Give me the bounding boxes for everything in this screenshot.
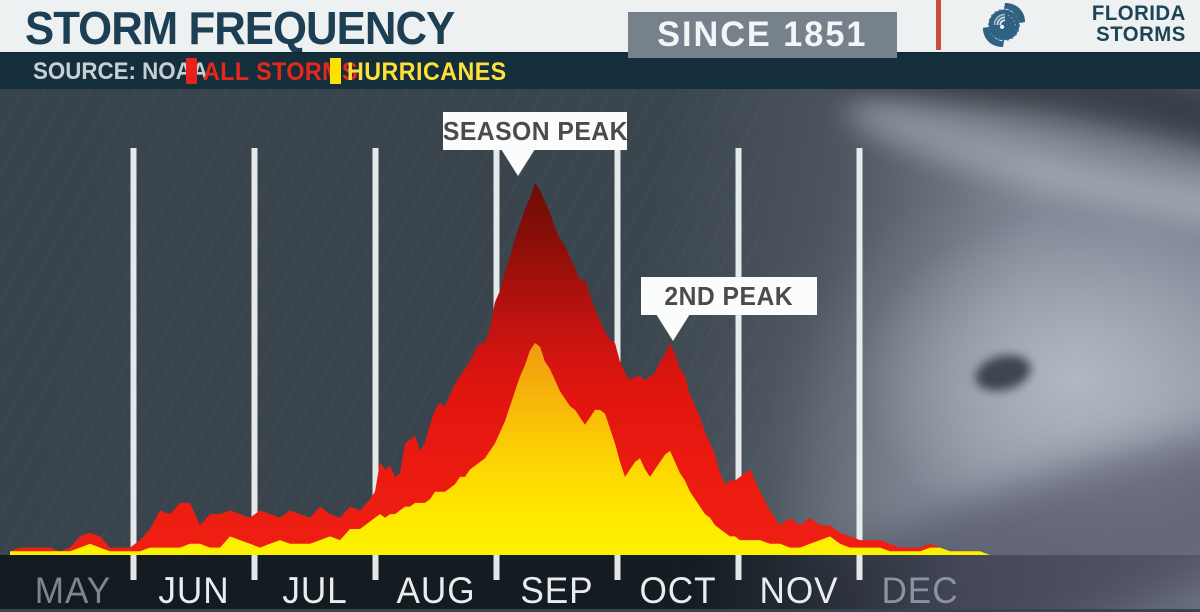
second-peak-label: 2ND PEAK xyxy=(664,280,794,311)
season-peak-callout: SEASON PEAK xyxy=(442,112,628,176)
florida-storms-logo: FLORIDA STORMS xyxy=(941,0,1200,50)
page-title: STORM FREQUENCY xyxy=(25,2,455,54)
legend-bar: SOURCE: NOAA ALL STORMS HURRICANES xyxy=(0,52,1200,89)
brand-divider xyxy=(936,0,941,50)
season-peak-pointer xyxy=(501,149,535,176)
source-label: SOURCE: NOAA xyxy=(33,58,208,85)
satellite-background xyxy=(0,88,1200,609)
brand-line-florida: FLORIDA xyxy=(1092,2,1186,25)
hurricanes-legend-label: HURRICANES xyxy=(347,58,507,86)
hurricanes-swatch xyxy=(330,58,341,84)
rain-streaks xyxy=(0,88,760,609)
brand-name: FLORIDA STORMS xyxy=(1092,3,1186,45)
second-peak-callout: 2ND PEAK xyxy=(641,277,817,341)
hurricane-icon xyxy=(982,2,1026,48)
season-peak-label: SEASON PEAK xyxy=(442,115,628,146)
axis-band xyxy=(0,555,1200,609)
hurricane-eye xyxy=(971,349,1035,397)
second-peak-pointer xyxy=(656,314,690,341)
brand-line-storms: STORMS xyxy=(1096,23,1186,46)
since-1851-label: SINCE 1851 xyxy=(657,15,868,54)
since-1851-badge: SINCE 1851 xyxy=(628,12,897,58)
all-storms-swatch xyxy=(186,58,197,84)
